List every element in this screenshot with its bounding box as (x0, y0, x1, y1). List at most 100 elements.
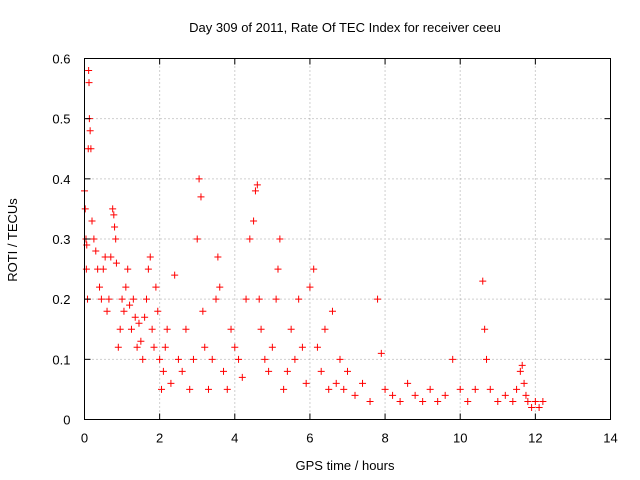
data-point (374, 295, 382, 303)
data-point (411, 391, 419, 399)
data-point (131, 313, 139, 321)
data-point (189, 355, 197, 363)
data-point (306, 283, 314, 291)
data-point (142, 295, 150, 303)
data-point (85, 67, 93, 75)
data-point (167, 379, 175, 387)
y-tick-label: 0.2 (52, 292, 70, 307)
data-point (359, 379, 367, 387)
data-point (520, 379, 528, 387)
data-point (182, 325, 190, 333)
data-point (99, 265, 107, 273)
data-point (295, 295, 303, 303)
y-tick-label: 0.4 (52, 172, 70, 187)
y-tick-label: 0.6 (52, 52, 70, 67)
x-tick-label: 10 (453, 431, 467, 446)
data-point (253, 181, 261, 189)
data-point (246, 235, 254, 243)
data-point (336, 355, 344, 363)
data-point (87, 145, 95, 153)
data-point (483, 355, 491, 363)
data-point (220, 367, 228, 375)
x-tick-label: 8 (381, 431, 388, 446)
data-point (126, 301, 134, 309)
data-point (214, 253, 222, 261)
y-tick-label: 0.5 (52, 112, 70, 127)
data-point (111, 223, 119, 231)
data-point (250, 217, 258, 225)
data-point (351, 391, 359, 399)
data-point (195, 175, 203, 183)
data-point (154, 307, 162, 315)
data-point (127, 325, 135, 333)
data-point (328, 307, 336, 315)
data-point (129, 295, 137, 303)
data-point (178, 367, 186, 375)
data-point (82, 265, 90, 273)
data-point (325, 385, 333, 393)
y-tick-label: 0.3 (52, 232, 70, 247)
data-point (227, 325, 235, 333)
data-point (381, 385, 389, 393)
y-axis-label: ROTI / TECUs (5, 198, 20, 282)
data-point (174, 355, 182, 363)
data-point (85, 79, 93, 87)
data-point (159, 367, 167, 375)
data-point (144, 265, 152, 273)
data-point (539, 397, 547, 405)
data-point (528, 403, 536, 411)
data-point (141, 313, 149, 321)
data-point (321, 325, 329, 333)
data-point (148, 325, 156, 333)
data-point (298, 343, 306, 351)
data-point (332, 379, 340, 387)
data-point (280, 385, 288, 393)
data-point (96, 283, 104, 291)
data-point (118, 295, 126, 303)
x-tick-label: 14 (603, 431, 617, 446)
data-point (116, 325, 124, 333)
data-point (216, 283, 224, 291)
data-point (268, 343, 276, 351)
data-point (522, 391, 530, 399)
data-point (456, 385, 464, 393)
data-point (235, 355, 243, 363)
data-point (112, 259, 120, 267)
data-point (501, 391, 509, 399)
data-point (287, 325, 295, 333)
data-point (344, 367, 351, 375)
data-point (163, 325, 171, 333)
data-point (434, 397, 442, 405)
data-point (251, 187, 259, 195)
data-point (135, 319, 143, 327)
x-tick-label: 0 (81, 431, 88, 446)
data-point (518, 361, 526, 369)
data-point (122, 283, 130, 291)
data-point (103, 307, 111, 315)
data-point (137, 337, 145, 345)
data-point (212, 295, 220, 303)
data-point (90, 235, 98, 243)
axis-ticks: 0 2 4 6 8 10 12 14 0 0.1 0.2 0.3 0.4 0.5 0.6 (52, 52, 617, 446)
data-point (524, 397, 532, 405)
data-point (531, 397, 539, 405)
data-point (426, 385, 434, 393)
data-point (107, 253, 115, 261)
data-point (146, 253, 154, 261)
x-tick-label: 2 (156, 431, 163, 446)
data-point (283, 367, 291, 375)
data-point (201, 343, 209, 351)
data-point (238, 373, 246, 381)
data-point (396, 397, 404, 405)
data-point (317, 367, 325, 375)
data-point (441, 391, 449, 399)
data-point (110, 211, 118, 219)
data-point (302, 379, 310, 387)
data-point (133, 343, 141, 351)
data-point (150, 343, 158, 351)
data-point (509, 397, 517, 405)
data-point (171, 271, 179, 279)
data-point (272, 295, 280, 303)
data-point (366, 397, 374, 405)
